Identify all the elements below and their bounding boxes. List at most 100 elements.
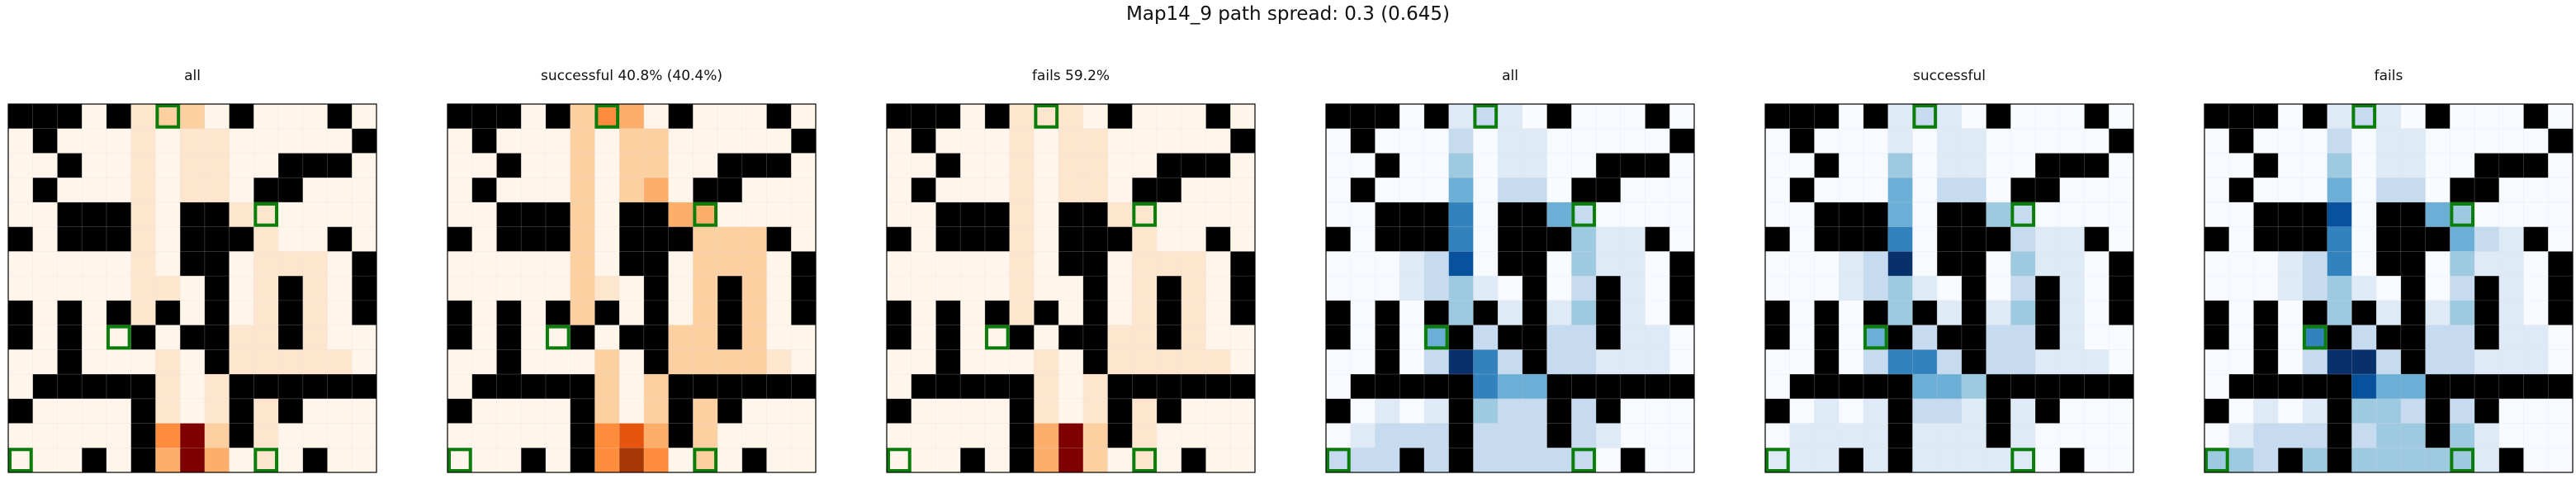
wall-cell [204,276,230,301]
heat-cell [155,153,181,178]
heat-cell [2327,178,2352,203]
wall-cell [2084,153,2110,178]
heat-cell [2376,398,2402,424]
heat-cell [1789,251,1815,277]
heat-cell [643,423,669,448]
heat-cell [1765,423,1791,448]
heat-cell [1814,448,1840,473]
heat-cell [1473,349,1499,375]
wall-cell [2228,374,2254,400]
heat-cell [2351,325,2377,350]
wall-cell [1789,128,1815,154]
wall-cell [935,202,961,228]
wall-cell [471,128,497,154]
heat-cell [1082,153,1108,178]
heat-cell [2035,202,2061,228]
heat-cell [791,325,817,350]
heat-cell [1326,153,1352,178]
wall-cell [2400,202,2426,228]
wall-cell [327,104,353,130]
heat-cell [935,276,961,301]
wall-cell [2548,276,2574,301]
heat-cell [82,423,107,448]
wall-cell [8,398,34,424]
wall-cell [2010,374,2036,400]
heat-cell [1620,349,1646,375]
wall-cell [1814,153,1840,178]
heat-cell [1423,128,1450,154]
wall-cell [643,300,669,325]
heat-cell [2498,325,2524,350]
heat-cell [352,226,377,252]
wall-cell [1839,226,1864,252]
heat-cell [130,226,156,252]
wall-cell [2278,202,2304,228]
panel-title-5: successful [1913,68,1986,84]
heat-cell [1669,226,1695,252]
heatmap-panel-3 [886,103,1256,473]
heat-cell [1132,128,1158,154]
heat-cell [180,448,206,473]
heat-cell [1571,300,1597,325]
wall-cell [1375,349,1400,375]
wall-cell [1814,300,1840,325]
heat-cell [1546,153,1572,178]
heat-cell [1596,202,1622,228]
heat-cell [1986,325,2011,350]
heat-cell [1350,251,1376,277]
heat-cell [2400,398,2426,424]
wall-cell [693,178,718,203]
heat-cell [1205,325,1231,350]
target-cell-outline [1571,202,1597,227]
wall-cell [130,423,156,448]
heat-cell [1350,325,1376,350]
heat-cell [960,104,986,130]
wall-cell [1082,226,1108,252]
heat-cell [1765,178,1791,203]
heat-cell [496,423,522,448]
heat-cell [82,178,107,203]
target-cell-outline [1326,448,1351,473]
wall-cell [204,349,230,375]
heat-cell [1814,398,1840,424]
wall-cell [545,202,571,228]
wall-cell [1448,448,1474,473]
wall-cell [1473,300,1499,325]
heat-cell [496,398,522,424]
wall-cell [717,325,743,350]
heat-cell [496,128,522,154]
wall-cell [1546,104,1572,130]
heat-cell [1009,226,1035,252]
wall-cell [2302,300,2328,325]
heat-cell [2425,448,2451,473]
heat-cell [1986,300,2011,325]
wall-cell [278,398,304,424]
heat-cell [1839,153,1864,178]
wall-cell [1596,374,1622,400]
heat-cell [1132,448,1158,473]
heat-cell [1645,325,1670,350]
heat-cell [521,153,547,178]
heat-cell [887,178,912,203]
wall-cell [1863,300,1889,325]
wall-cell [2059,374,2085,400]
heat-cell [1546,349,1572,375]
heat-cell [2059,128,2085,154]
wall-cell [1157,325,1182,350]
wall-cell [1082,276,1108,301]
heat-cell [594,251,620,277]
heat-cell [2278,349,2304,375]
heat-cell [570,226,595,252]
heat-cell [1669,349,1695,375]
heat-cell [1912,423,1938,448]
heat-cell [1546,448,1572,473]
heat-cell [1473,398,1499,424]
heat-cell [2523,349,2549,375]
heat-cell [2010,276,2036,301]
heat-cell [2523,178,2549,203]
heat-cell [2059,178,2085,203]
heat-cell [1645,398,1670,424]
heat-cell [1132,349,1158,375]
heat-cell [229,276,254,301]
heat-cell [32,226,58,252]
